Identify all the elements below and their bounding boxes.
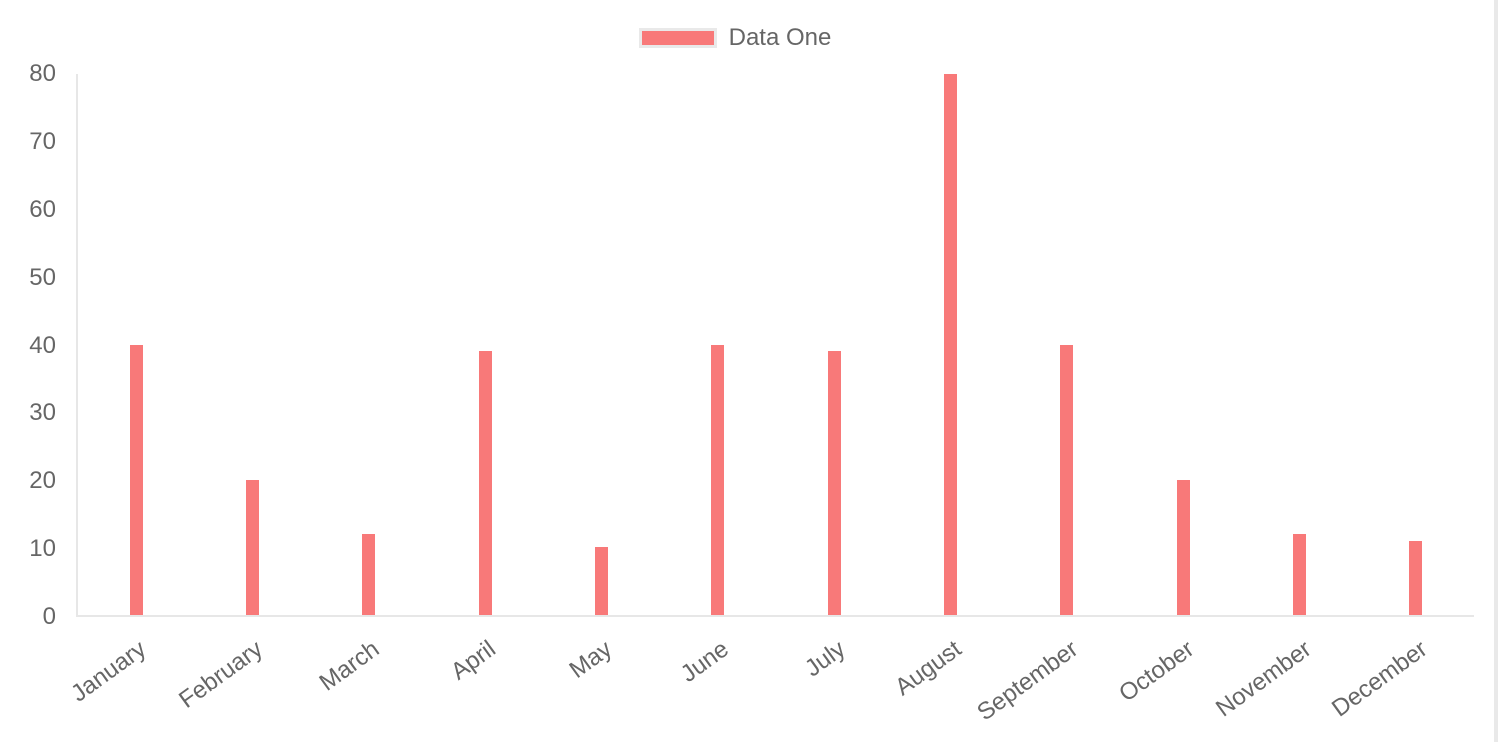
legend-item-data-one[interactable]: Data One bbox=[638, 24, 832, 51]
y-tick-label: 40 bbox=[29, 331, 56, 359]
y-axis-labels: 0 10 20 30 40 50 60 70 80 bbox=[0, 62, 56, 629]
bar-february bbox=[245, 479, 259, 615]
bar-column-may bbox=[543, 74, 659, 615]
x-tick-label: May bbox=[564, 635, 617, 684]
x-tick-label: October bbox=[1114, 635, 1200, 708]
bar-august bbox=[943, 74, 957, 615]
bar-october bbox=[1176, 479, 1190, 615]
x-tick-label: March bbox=[314, 635, 384, 697]
bar-july bbox=[827, 351, 841, 615]
bar-march bbox=[362, 533, 376, 615]
bar-column-december bbox=[1358, 74, 1474, 615]
bar-column-november bbox=[1241, 74, 1357, 615]
y-tick-label: 80 bbox=[29, 60, 56, 87]
x-tick-label: August bbox=[890, 635, 967, 702]
x-tick-label: June bbox=[675, 635, 734, 688]
x-axis-labels: January February March April May June July Augu… bbox=[66, 617, 1474, 742]
x-tick-label: September bbox=[972, 635, 1083, 727]
bar-column-january bbox=[78, 74, 194, 615]
y-tick-label: 0 bbox=[42, 603, 56, 630]
bar-column-april bbox=[427, 74, 543, 615]
bar-january bbox=[129, 344, 143, 615]
y-tick-label: 50 bbox=[29, 263, 56, 291]
bar-column-october bbox=[1125, 74, 1241, 615]
y-tick-label: 60 bbox=[29, 195, 56, 223]
bar-column-june bbox=[660, 74, 776, 615]
bar-april bbox=[478, 351, 492, 615]
y-tick-label: 30 bbox=[29, 399, 56, 427]
bar-september bbox=[1060, 344, 1074, 615]
bar-column-july bbox=[776, 74, 892, 615]
legend-label: Data One bbox=[728, 24, 832, 51]
y-tick-label: 10 bbox=[29, 535, 56, 563]
bar-column-september bbox=[1009, 74, 1125, 615]
x-tick-label: January bbox=[65, 635, 151, 708]
legend: Data One bbox=[0, 26, 1470, 50]
x-tick-label: April bbox=[445, 635, 501, 686]
bar-column-february bbox=[194, 74, 310, 615]
bar-column-august bbox=[892, 74, 1008, 615]
legend-swatch bbox=[638, 28, 717, 48]
x-tick-label: July bbox=[799, 635, 850, 683]
x-tick-label: November bbox=[1210, 635, 1316, 723]
x-tick-label: February bbox=[173, 635, 268, 714]
y-tick-label: 70 bbox=[29, 127, 56, 155]
y-tick-label: 20 bbox=[29, 467, 56, 495]
bar-november bbox=[1292, 533, 1306, 615]
plot-area bbox=[76, 74, 1474, 617]
window-right-edge bbox=[1494, 0, 1498, 742]
bar-may bbox=[594, 547, 608, 615]
bar-june bbox=[711, 344, 725, 615]
bar-column-march bbox=[311, 74, 427, 615]
bar-december bbox=[1409, 540, 1423, 615]
x-tick-label: December bbox=[1327, 635, 1433, 723]
bars bbox=[78, 74, 1474, 615]
